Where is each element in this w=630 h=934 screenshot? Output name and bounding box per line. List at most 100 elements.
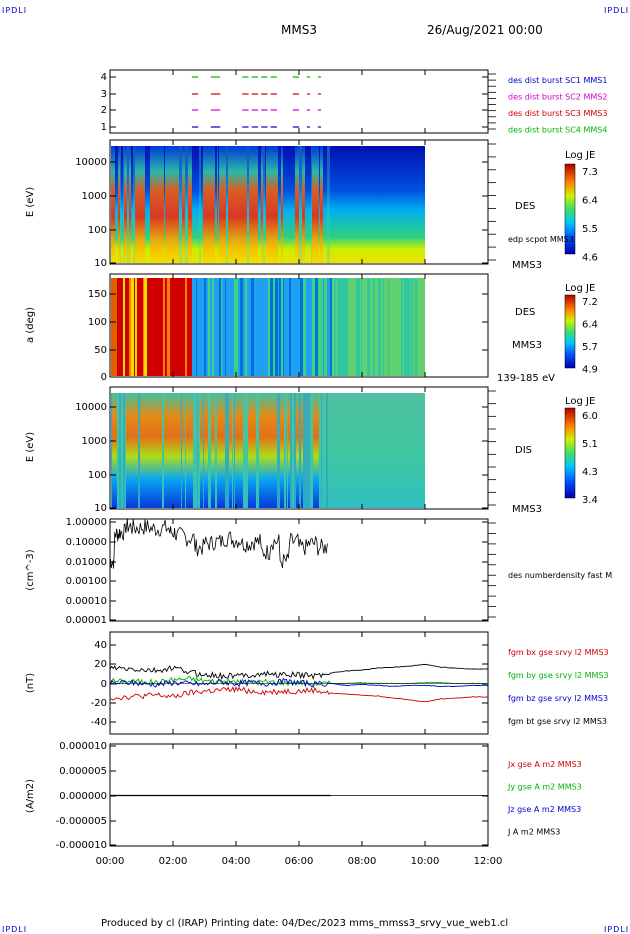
des-pitch-column xyxy=(159,278,161,376)
dis-energy-hot-column xyxy=(233,393,234,508)
des-energy-hot-column xyxy=(129,146,131,263)
des-pitch-column xyxy=(356,278,357,376)
dis-energy-cool-column xyxy=(225,393,226,508)
des-pitch-column xyxy=(384,278,386,376)
time-tick-label: 02:00 xyxy=(159,856,188,867)
bfield-series-2 xyxy=(109,675,489,688)
des-pitch-column xyxy=(270,278,273,376)
des-pitch-column xyxy=(259,278,262,376)
bfield-legend-4: fgm bt gse srvy l2 MMS3 xyxy=(508,717,607,726)
dis-energy-hot-column xyxy=(115,393,117,508)
bfield-series-4 xyxy=(109,663,489,680)
des-pitch-column xyxy=(399,278,401,376)
dis-energy-hot-column xyxy=(172,393,175,508)
bfield-panel-frame xyxy=(109,631,489,735)
dis-energy-hot-column xyxy=(239,393,240,508)
des-pitch-column xyxy=(283,278,284,376)
des-pitch-column xyxy=(284,278,287,376)
des-pitch-column xyxy=(219,278,221,376)
des-energy-hot-column xyxy=(253,146,256,263)
des-energy-annotation: edp scpot MMS3 xyxy=(508,235,574,244)
des-pitch-column xyxy=(378,278,381,376)
dis-energy-hot-column xyxy=(141,393,142,508)
density-series-line xyxy=(109,518,328,569)
des-pitch-ytick-label: 100 xyxy=(88,317,107,328)
des-energy-hot-column xyxy=(167,146,168,263)
des-energy-hot-column xyxy=(176,146,178,263)
dis-energy-hot-column xyxy=(189,393,190,508)
des-energy-ytick-label: 10 xyxy=(94,258,107,269)
des-energy-hot-column xyxy=(312,146,315,263)
dis-energy-hot-column xyxy=(177,393,180,508)
des-pitch-column xyxy=(234,278,235,376)
des-energy-hot-column xyxy=(298,146,299,263)
magnetic-field-ytick-label: 0 xyxy=(101,679,107,690)
des-pitch-column xyxy=(334,278,336,376)
des-pitch-spectrogram xyxy=(111,278,425,376)
density-ytick-label: 0.01000 xyxy=(66,557,107,568)
des-energy-hot-column xyxy=(161,146,164,263)
des-pitch-column xyxy=(267,278,268,376)
dis-energy-hot-column xyxy=(212,393,215,508)
des-pitch-column xyxy=(415,278,417,376)
current-density-ytick-label: -0.000005 xyxy=(56,816,107,827)
dis-energy-hot-column xyxy=(262,393,264,508)
des-energy-hot-column xyxy=(235,146,238,263)
dis-energy-instrument-label: DIS xyxy=(515,445,532,456)
des-energy-cool-column xyxy=(200,146,201,263)
dis-energy-cool-column xyxy=(197,393,198,508)
des-energy-spectrogram xyxy=(111,146,425,263)
burst-legend-2: des dist burst SC2 MMS2 xyxy=(508,93,607,102)
des-pitch-column xyxy=(243,278,244,376)
des-pitch-column xyxy=(251,278,254,376)
dis-energy-cool-column xyxy=(111,393,112,508)
des-energy-hot-column xyxy=(126,146,127,263)
time-tick-label: 00:00 xyxy=(96,856,125,867)
des-pitch-column xyxy=(348,278,350,376)
dis-energy-hot-column xyxy=(211,393,212,508)
bfield-legend-2: fgm by gse srvy l2 MMS3 xyxy=(508,671,609,680)
dis-energy-hot-column xyxy=(270,393,272,508)
des-pitch-column xyxy=(318,278,321,376)
current-density-ytick-label: 0.000005 xyxy=(59,766,107,777)
des-energy-hot-column xyxy=(251,146,253,263)
corner-tag-top-right: IPDLI xyxy=(604,6,630,15)
des-pitch-column xyxy=(332,278,334,376)
des-pitch-column xyxy=(123,278,125,376)
dis-energy-hot-column xyxy=(316,393,319,508)
des-pitch-column xyxy=(120,278,123,376)
corner-tag-top-left: IPDLI xyxy=(2,6,28,15)
des-energy-hot-column xyxy=(168,146,171,263)
des-energy-hot-column xyxy=(295,146,297,263)
des-pitch-column xyxy=(143,278,144,376)
current-density-ytick-label: 0.000000 xyxy=(59,791,107,802)
dis-energy-cool-column xyxy=(305,393,308,508)
dis-energy-hot-column xyxy=(296,393,299,508)
des-pitch-column xyxy=(386,278,388,376)
des-pitch-column xyxy=(357,278,360,376)
des-energy-hot-column xyxy=(137,146,139,263)
des-energy-hot-column xyxy=(233,146,235,263)
des-pitch-column xyxy=(149,278,152,376)
des-pitch-column xyxy=(142,278,143,376)
des-energy-ylabel: E (eV) xyxy=(25,187,36,217)
des-energy-colorbar-tick: 5.5 xyxy=(582,224,598,235)
des-energy-hot-column xyxy=(173,146,174,263)
des-energy-hot-column xyxy=(315,146,316,263)
des-energy-cool-column xyxy=(179,146,182,263)
des-energy-cool-column xyxy=(299,146,302,263)
dis-energy-ytick-label: 10000 xyxy=(75,402,107,413)
des-energy-hot-column xyxy=(183,146,185,263)
dis-energy-hot-column xyxy=(272,393,273,508)
magnetic-field-ytick-label: 20 xyxy=(94,659,107,670)
dis-energy-colorbar-tick: 4.3 xyxy=(582,467,598,478)
burst-ytick-label: 4 xyxy=(101,72,107,83)
des-pitch-column xyxy=(342,278,343,376)
dis-energy-hot-column xyxy=(164,393,167,508)
dis-energy-hot-column xyxy=(131,393,134,508)
des-pitch-column xyxy=(370,278,373,376)
des-pitch-column xyxy=(194,278,196,376)
des-pitch-column xyxy=(240,278,243,376)
dis-energy-hot-column xyxy=(220,393,221,508)
des-energy-hot-column xyxy=(139,146,140,263)
